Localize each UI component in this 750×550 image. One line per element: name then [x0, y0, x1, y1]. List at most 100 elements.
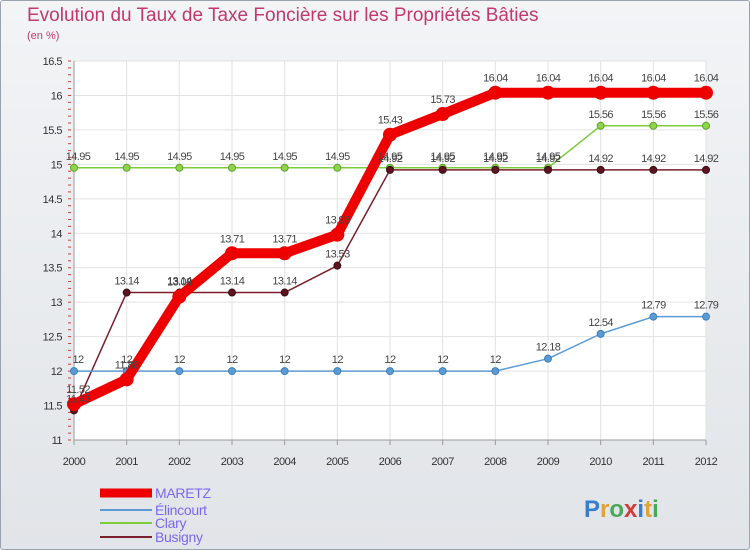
brand-letter: x: [624, 496, 638, 523]
legend-label: MARETZ: [155, 485, 212, 501]
legend-label: Élincourt: [155, 502, 207, 518]
data-point: [280, 367, 289, 376]
data-label: 12: [279, 354, 291, 366]
data-point: [649, 121, 658, 130]
y-tick-label: 14: [51, 228, 63, 240]
data-point: [228, 163, 236, 172]
data-label: 14.95: [114, 151, 139, 163]
series-group: [67, 85, 713, 415]
x-tick-label: 2001: [115, 456, 138, 468]
data-label: 14.95: [325, 151, 350, 163]
data-label: 14.95: [167, 151, 192, 163]
data-label: 12: [174, 354, 186, 366]
x-tick-label: 2010: [589, 456, 612, 468]
data-label: 12.54: [588, 317, 613, 329]
y-tick-label: 11: [52, 435, 63, 447]
data-point: [438, 165, 447, 174]
data-label: 14.95: [378, 151, 403, 163]
x-tick-label: 2009: [537, 456, 560, 468]
x-tick-label: 2004: [273, 456, 296, 468]
data-point: [386, 165, 394, 174]
data-label: 15.73: [430, 94, 455, 106]
y-tick-label: 12: [51, 366, 63, 378]
data-point: [122, 288, 131, 297]
data-label: 12.79: [694, 300, 719, 312]
data-point: [541, 85, 555, 100]
data-point: [122, 163, 131, 172]
data-label: 15.43: [378, 115, 403, 127]
data-label: 14.95: [483, 151, 508, 163]
brand-letter: i: [652, 496, 659, 523]
data-point: [491, 165, 500, 174]
data-point: [172, 289, 187, 304]
y-tick-label: 16.5: [43, 56, 63, 68]
data-point: [699, 85, 713, 100]
y-tick-label: 16: [51, 90, 63, 102]
data-point: [646, 85, 661, 100]
data-label: 11.43: [66, 393, 90, 405]
data-point: [544, 354, 552, 363]
data-label: 14.95: [66, 151, 91, 163]
x-tick-label: 2002: [168, 456, 191, 468]
data-point: [277, 246, 292, 261]
data-label: 16.04: [641, 73, 666, 85]
brand-letter: t: [644, 496, 652, 523]
data-point: [544, 165, 552, 174]
data-point: [593, 85, 608, 100]
data-label: 13.08: [167, 277, 192, 289]
data-label: 13.14: [220, 276, 245, 288]
data-label: 12: [332, 354, 344, 366]
data-labels: 14.95 14.95 14.95 14.95 14.95 14.95 14.95 14.95…: [66, 73, 720, 406]
data-label: 15.56: [694, 109, 719, 121]
data-label: 11.52: [66, 384, 90, 396]
data-label: 14.95: [272, 151, 297, 163]
data-label: 14.92: [588, 153, 613, 165]
data-label: 14.95: [220, 151, 245, 163]
y-tick-label: 14.5: [43, 194, 63, 206]
data-label: 13.98: [325, 215, 350, 227]
brand-letter: i: [637, 496, 644, 523]
data-label: 14.95: [536, 151, 561, 163]
data-point: [280, 163, 289, 172]
legend-label: Clary: [155, 515, 186, 531]
data-point: [438, 367, 447, 376]
data-label: 12: [121, 354, 133, 366]
data-point: [67, 397, 81, 412]
data-label: 12: [226, 354, 238, 366]
data-point: [175, 367, 184, 376]
data-label: 13.53: [325, 249, 350, 261]
axes: 11 11.5 12 12.5 13 13.5 14 14.5 15 15.5 16 16.5 2000…: [43, 56, 719, 468]
data-label: 16.04: [694, 73, 719, 85]
data-point: [702, 165, 710, 174]
chart-title: Evolution du Taux de Taxe Foncière sur l…: [27, 5, 539, 26]
x-tick-label: 2011: [643, 456, 665, 468]
data-point: [70, 367, 78, 376]
data-point: [333, 163, 342, 172]
data-point: [280, 288, 289, 297]
data-point: [70, 163, 78, 172]
data-point: [435, 107, 450, 122]
data-label: 11.88: [115, 359, 139, 371]
data-label: 14.92: [483, 153, 508, 165]
data-point: [228, 367, 236, 376]
chart-subtitle: (en %): [27, 30, 60, 42]
brand-letter: r: [600, 496, 609, 523]
data-point: [596, 121, 605, 130]
data-label: 13.14: [114, 276, 139, 288]
brand-logo: Proxiti: [584, 496, 659, 523]
data-point: [330, 227, 345, 242]
data-label: 12: [490, 354, 502, 366]
y-tick-label: 13: [51, 297, 63, 309]
data-point: [386, 367, 394, 376]
data-label: 13.71: [272, 233, 297, 245]
data-label: 16.04: [588, 73, 613, 85]
x-tick-label: 2000: [63, 456, 86, 468]
data-label: 14.92: [378, 153, 403, 165]
data-label: 13.71: [220, 233, 245, 245]
data-label: 16.04: [483, 73, 508, 85]
data-point: [119, 372, 134, 387]
legend-label: Busigny: [155, 529, 203, 545]
data-label: 14.92: [536, 153, 561, 165]
data-point: [175, 163, 184, 172]
